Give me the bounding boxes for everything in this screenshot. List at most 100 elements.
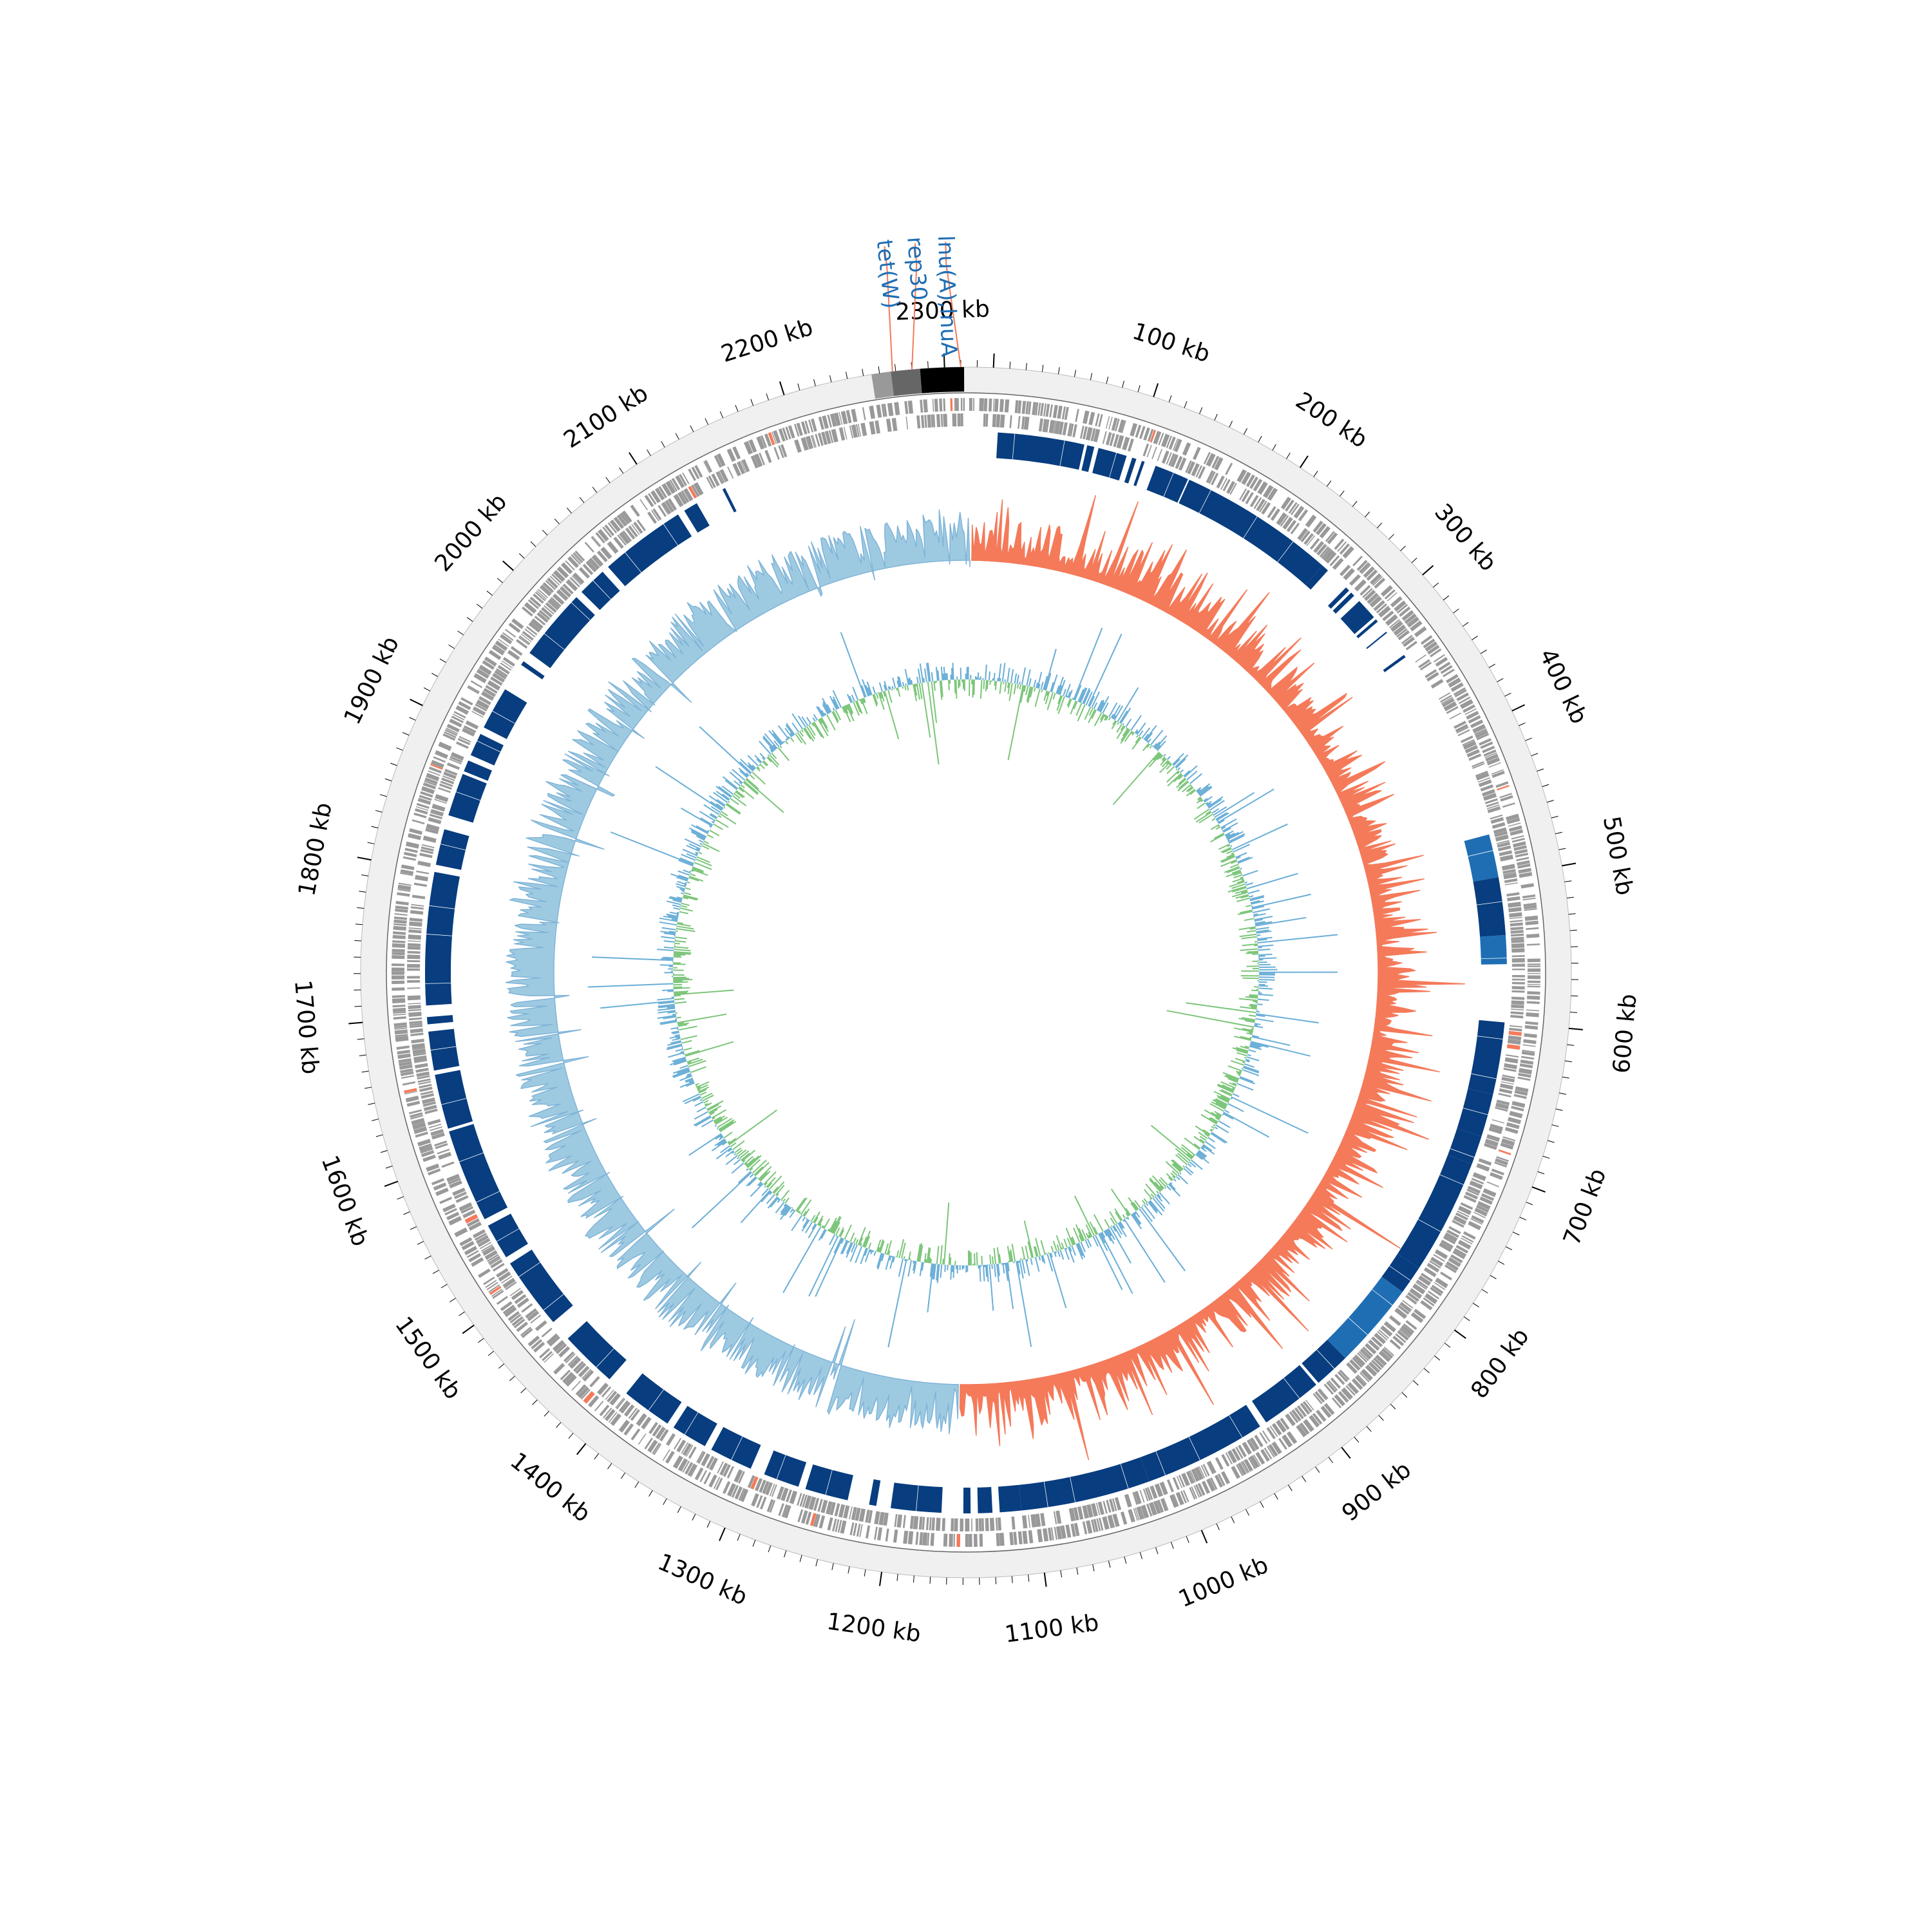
gc-content-bar xyxy=(1160,1177,1168,1186)
gc-content-bar xyxy=(1101,1231,1106,1238)
gene-feature xyxy=(1354,1376,1366,1387)
gc-content-bar xyxy=(781,1189,790,1200)
gene-feature xyxy=(1490,1123,1504,1131)
gene-feature xyxy=(421,846,434,852)
gene-feature xyxy=(734,1486,743,1500)
gene-feature xyxy=(392,1007,406,1012)
block-separator xyxy=(430,1046,457,1051)
gc-content-bar xyxy=(752,1159,767,1174)
gene-feature xyxy=(1329,555,1340,567)
gene-feature xyxy=(1527,985,1540,988)
gene-feature xyxy=(647,511,658,524)
gene-feature xyxy=(405,841,419,849)
gene-feature xyxy=(683,488,694,502)
gene-feature xyxy=(1499,793,1513,799)
gene-feature xyxy=(1111,417,1118,431)
gc-content-bar xyxy=(1045,672,1052,691)
gene-feature xyxy=(983,398,988,412)
gene-feature xyxy=(804,421,810,434)
gene-feature xyxy=(697,1451,706,1464)
gc-content-bar xyxy=(674,992,688,994)
gc-content-bar xyxy=(673,990,688,993)
gc-content-bar xyxy=(936,1264,940,1283)
gc-content-bar xyxy=(661,927,676,931)
gc-content-bar xyxy=(776,1193,779,1197)
gc-content-bar xyxy=(1041,689,1043,693)
gene-feature xyxy=(1501,1081,1514,1085)
gc-content-bar xyxy=(676,925,694,930)
gc-content-bar xyxy=(1057,685,1063,695)
conserved-block xyxy=(1332,592,1354,614)
gc-content-bar xyxy=(1110,1225,1112,1227)
gc-content-bar xyxy=(752,772,766,785)
gene-feature xyxy=(392,940,406,943)
gc-content-bar xyxy=(1027,1241,1033,1258)
gc-content-bar xyxy=(784,1197,790,1204)
gene-feature xyxy=(1053,1511,1057,1524)
gene-feature xyxy=(1441,1240,1454,1249)
gene-feature xyxy=(483,1276,495,1285)
gc-content-bar xyxy=(1172,1175,1175,1179)
gene-feature xyxy=(918,1516,923,1530)
gc-content-bar xyxy=(1082,688,1090,705)
gene-feature xyxy=(1365,1343,1377,1355)
minor-tick xyxy=(1390,1403,1396,1410)
gene-feature xyxy=(766,1499,774,1512)
gc-content-bar xyxy=(1193,1143,1201,1150)
gc-content-bar xyxy=(762,757,765,761)
position-label: 100 kb xyxy=(1129,318,1213,368)
gene-feature xyxy=(1351,1378,1363,1390)
gene-feature xyxy=(765,1482,773,1495)
gene-feature xyxy=(1241,471,1251,486)
gene-feature xyxy=(1054,1526,1058,1540)
gene-feature xyxy=(1416,1279,1428,1289)
gene-feature xyxy=(771,431,777,444)
gene-feature xyxy=(519,635,531,645)
gene-feature xyxy=(943,413,948,427)
gene-feature xyxy=(703,1472,712,1484)
gene-feature xyxy=(498,1271,511,1282)
gc-content-bar xyxy=(1052,693,1056,700)
gc-content-bar xyxy=(1120,725,1124,731)
gc-content-bar xyxy=(1232,1087,1235,1090)
gene-feature xyxy=(969,398,972,412)
gene-feature xyxy=(605,1389,614,1400)
gc-content-bar xyxy=(907,1260,913,1277)
gc-content-bar xyxy=(1187,786,1194,793)
gene-feature xyxy=(1294,1407,1304,1419)
gc-content-bar xyxy=(705,1102,712,1107)
gene-feature xyxy=(1392,1335,1405,1347)
gc-content-bar xyxy=(745,772,750,777)
gc-content-bar xyxy=(1092,1236,1099,1247)
gc-content-bar xyxy=(1074,685,1082,701)
gene-feature xyxy=(1049,404,1053,418)
gene-feature xyxy=(1334,1374,1345,1385)
gc-skew-positive xyxy=(971,522,985,562)
gene-feature xyxy=(526,626,538,636)
gene-feature xyxy=(511,1289,524,1300)
gc-content-bar xyxy=(766,757,772,762)
block-separator xyxy=(459,1152,484,1162)
gc-content-bar xyxy=(688,1079,694,1083)
gene-feature xyxy=(1139,1490,1145,1503)
gene-feature xyxy=(544,1353,554,1363)
gene-feature xyxy=(619,531,630,545)
gene-feature xyxy=(902,1515,906,1528)
block-separator xyxy=(1316,1349,1335,1369)
gene-feature xyxy=(1176,1475,1183,1488)
gene-feature xyxy=(400,1071,414,1077)
gc-content-bar xyxy=(1197,1151,1206,1158)
gene-feature xyxy=(438,741,452,752)
gene-feature xyxy=(426,1163,440,1172)
gc-content-bar xyxy=(819,718,823,724)
gene-feature xyxy=(1481,1193,1495,1201)
gene-feature xyxy=(1086,1504,1094,1518)
gc-content-bar xyxy=(772,730,784,744)
gc-content-bar xyxy=(1256,929,1269,933)
gc-content-bar xyxy=(1132,737,1142,750)
minor-tick xyxy=(1519,722,1526,726)
gc-content-bar xyxy=(701,845,710,850)
gc-content-bar xyxy=(1213,1124,1216,1127)
gene-feature xyxy=(1506,817,1520,824)
gene-feature xyxy=(1332,558,1344,570)
